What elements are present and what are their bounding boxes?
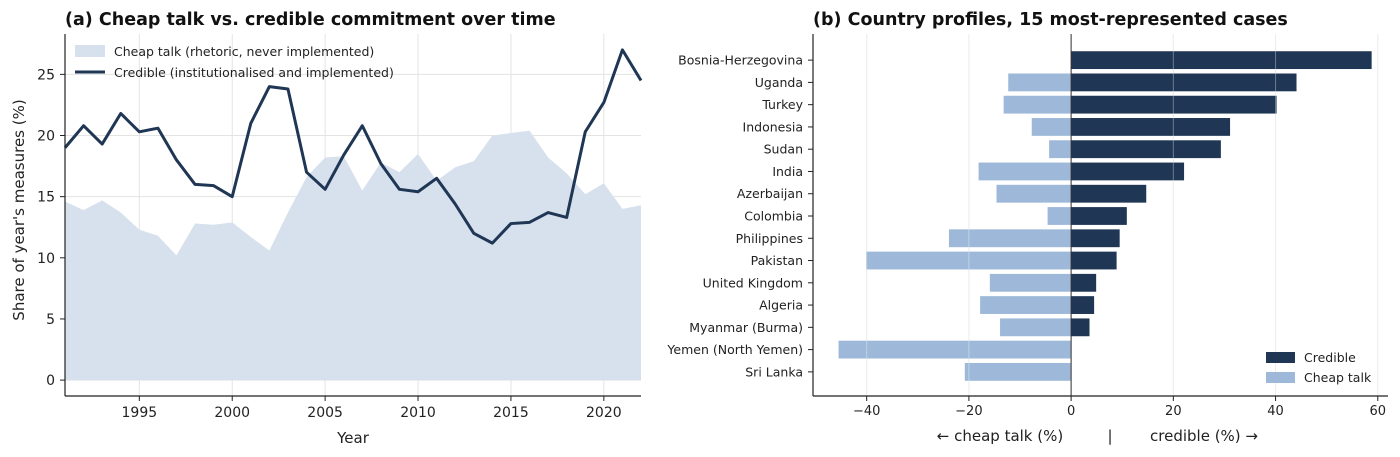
x-tick-label: −40 xyxy=(853,404,880,419)
category-label: Sri Lanka xyxy=(745,364,803,379)
panel-a-x-ticks: 1995 2000 2005 2010 2015 2020 xyxy=(122,396,622,421)
panel-a: (a) Cheap talk vs. credible commitment o… xyxy=(10,10,643,447)
panel-b-x-ticks: −40 −20 0 20 40 60 xyxy=(853,396,1386,419)
x-tick-label: 0 xyxy=(1067,404,1075,419)
panel-b-x-label-separator: | xyxy=(1107,427,1112,445)
category-label: Myanmar (Burma) xyxy=(689,320,803,335)
category-label: Indonesia xyxy=(743,119,803,134)
panel-a-y-label: Share of year's measures (%) xyxy=(10,99,28,320)
bar-credible xyxy=(1071,318,1090,337)
panel-b: (b) Country profiles, 15 most-represente… xyxy=(666,10,1388,445)
credible-line xyxy=(63,48,643,245)
panel-a-x-label: Year xyxy=(336,429,370,447)
bar-cheap-talk xyxy=(1047,207,1072,225)
bar-cheap-talk xyxy=(866,251,1072,270)
bar-credible xyxy=(1071,140,1221,159)
y-tick-label: 10 xyxy=(37,251,55,267)
bar-credible xyxy=(1071,229,1120,248)
x-tick-label: −20 xyxy=(955,404,982,419)
panel-b-x-label-left: ← cheap talk (%) xyxy=(937,427,1063,445)
cheap-talk-area xyxy=(65,130,641,381)
y-tick-label: 5 xyxy=(46,312,55,328)
panel-a-legend: Cheap talk (rhetoric, never implemented)… xyxy=(75,44,394,80)
bar-cheap-talk xyxy=(1003,95,1072,114)
y-tick-label: 0 xyxy=(46,373,55,389)
x-tick-label: 2020 xyxy=(586,405,622,421)
bar-credible xyxy=(1071,118,1231,136)
x-tick-label: 2010 xyxy=(400,405,436,421)
bar-cheap-talk xyxy=(980,296,1072,314)
bar-credible xyxy=(1071,207,1127,225)
panel-b-x-label-right: credible (%) → xyxy=(1150,427,1258,445)
panel-a-axes xyxy=(64,34,641,397)
bar-credible xyxy=(1071,95,1277,114)
bar-credible xyxy=(1071,184,1147,203)
panel-a-title: (a) Cheap talk vs. credible commitment o… xyxy=(65,10,556,30)
x-tick-label: 40 xyxy=(1267,404,1284,419)
y-tick-label: 25 xyxy=(37,67,55,83)
bar-cheap-talk xyxy=(1031,118,1072,136)
bar-credible xyxy=(1071,162,1185,181)
legend-swatch-cheap-talk xyxy=(75,45,105,57)
bar-cheap-talk xyxy=(948,229,1072,248)
bar-cheap-talk xyxy=(838,340,1072,359)
category-label: Azerbaijan xyxy=(737,186,803,201)
bar-cheap-talk xyxy=(996,184,1072,203)
legend-swatch-credible-bar xyxy=(1266,352,1295,363)
legend-label-credible: Credible (institutionalised and implemen… xyxy=(114,65,394,80)
bar-credible xyxy=(1071,251,1117,270)
bar-cheap-talk xyxy=(978,162,1072,181)
legend-label-cheap-talk: Cheap talk (rhetoric, never implemented) xyxy=(114,44,374,59)
bar-credible xyxy=(1071,273,1097,292)
bar-cheap-talk xyxy=(1008,73,1072,92)
category-label: Sudan xyxy=(764,142,803,157)
x-tick-label: 20 xyxy=(1165,404,1182,419)
panel-b-legend: Credible Cheap talk xyxy=(1266,350,1372,385)
x-tick-label: 2015 xyxy=(493,405,529,421)
legend-label-cheap-talk-bar: Cheap talk xyxy=(1304,370,1372,385)
category-label: Algeria xyxy=(759,298,803,313)
category-label: Pakistan xyxy=(751,253,803,268)
bar-cheap-talk xyxy=(1049,140,1072,159)
x-tick-label: 1995 xyxy=(122,405,158,421)
x-tick-label: 2000 xyxy=(214,405,250,421)
category-label: Uganda xyxy=(755,75,803,90)
bar-credible xyxy=(1071,296,1095,314)
y-tick-label: 15 xyxy=(37,190,55,206)
category-label: Bosnia-Herzegovina xyxy=(678,53,803,68)
legend-swatch-cheap-talk-bar xyxy=(1266,372,1295,383)
x-tick-label: 60 xyxy=(1370,404,1387,419)
panel-b-category-labels: Bosnia-Herzegovina Uganda Turkey Indonesia S… xyxy=(666,53,813,379)
bar-cheap-talk xyxy=(964,362,1072,381)
bar-cheap-talk xyxy=(989,273,1072,292)
category-label: Colombia xyxy=(744,209,803,224)
panel-b-bars xyxy=(838,34,1379,396)
y-tick-label: 20 xyxy=(37,129,55,145)
bar-cheap-talk xyxy=(1000,318,1072,337)
category-label: United Kingdom xyxy=(703,275,803,290)
bar-credible xyxy=(1071,51,1372,70)
bar-credible xyxy=(1071,73,1297,92)
panel-b-title: (b) Country profiles, 15 most-represente… xyxy=(813,10,1288,30)
legend-label-credible-bar: Credible xyxy=(1304,350,1356,365)
category-label: Turkey xyxy=(761,97,803,112)
credible-line-path xyxy=(63,48,643,245)
category-label: India xyxy=(772,164,803,179)
panel-b-axes xyxy=(812,34,1388,397)
panel-a-y-ticks: 0 5 10 15 20 25 xyxy=(37,67,65,389)
category-label: Philippines xyxy=(736,231,803,246)
category-label: Yemen (North Yemen) xyxy=(666,342,803,357)
cheap-talk-area-fill xyxy=(65,130,641,381)
x-tick-label: 2005 xyxy=(307,405,343,421)
